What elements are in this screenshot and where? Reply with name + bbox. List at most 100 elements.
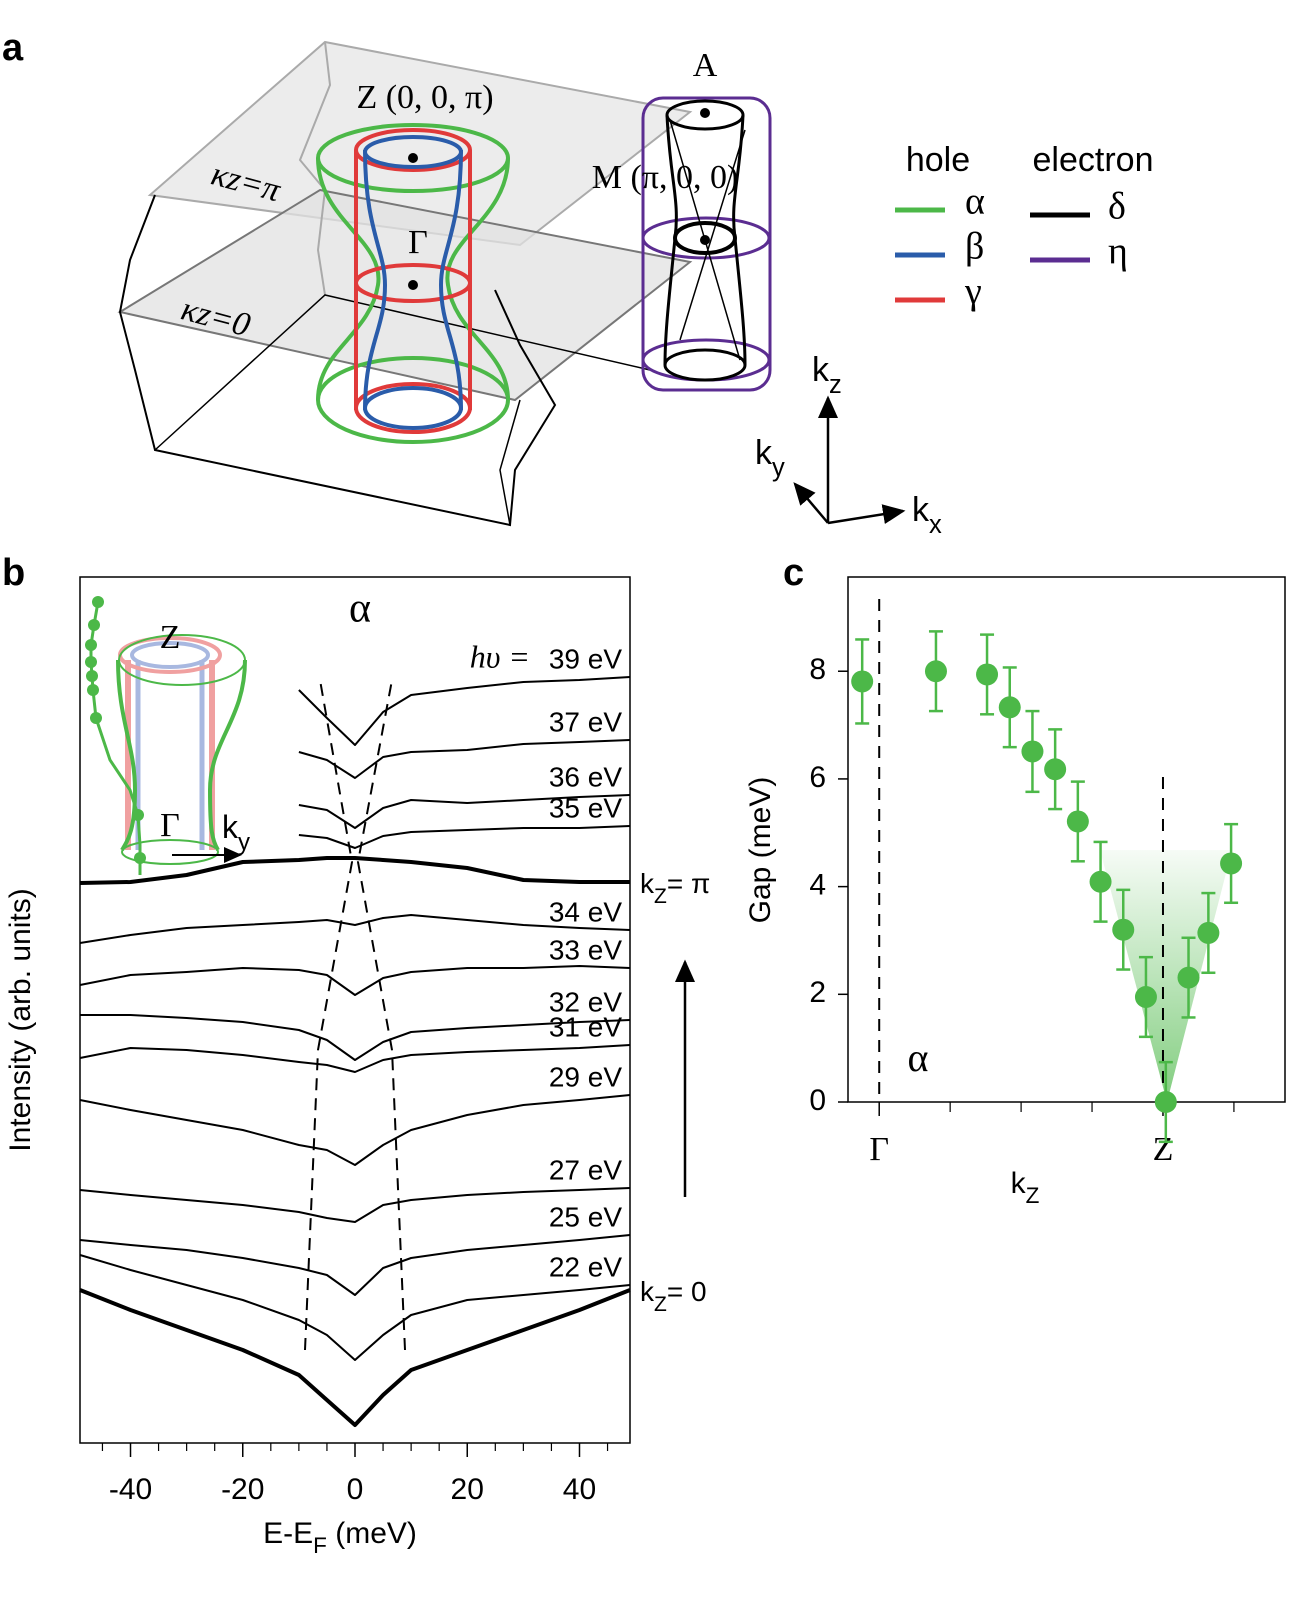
spectrum-line [79, 1254, 631, 1361]
series-label: 27 eV [549, 1154, 622, 1185]
annotation: α [908, 1035, 929, 1080]
series-label: 36 eV [549, 761, 622, 792]
legend-title: electron [1033, 141, 1154, 179]
point-label: Γ [408, 224, 428, 261]
series-label: 29 eV [549, 1061, 622, 1092]
data-point [1044, 758, 1067, 781]
brillouin-zone [117, 40, 693, 527]
data-point [1177, 966, 1200, 989]
x-tick-label: 40 [563, 1473, 596, 1506]
legend-title: hole [906, 141, 970, 179]
data-point [1154, 1091, 1177, 1113]
x-tick-label: Z [1153, 1131, 1174, 1168]
label-part: E-E [263, 1517, 313, 1550]
data-point [998, 696, 1021, 719]
label-part: k [222, 809, 239, 845]
legend-label: γ [964, 271, 982, 313]
legend-label: α [965, 181, 985, 223]
label-part: k [640, 1276, 655, 1307]
axes-triad [793, 395, 906, 525]
label-part: k [755, 434, 773, 472]
data-point [1134, 986, 1157, 1008]
kz-label: kZ= π [640, 868, 710, 908]
x-axis-label: kZ [1011, 1167, 1040, 1209]
y-axis-label: Intensity (arb. units) [4, 888, 37, 1151]
kz-label: kZ= 0 [640, 1276, 707, 1316]
peak-guides [304, 679, 406, 1351]
point-label: Z (0, 0, π) [356, 79, 493, 116]
series-label: 33 eV [549, 934, 622, 965]
plot-frame [79, 576, 631, 1444]
spectrum-line [79, 1044, 631, 1073]
x-tick-label: -40 [109, 1473, 152, 1506]
y-tick-label: 4 [809, 869, 826, 902]
series-label: 25 eV [549, 1201, 622, 1232]
y-axis-label: Gap (meV) [744, 777, 777, 924]
point-label: M (π, 0, 0) [592, 159, 739, 196]
series-label: 34 eV [549, 896, 622, 927]
label-part: k [1011, 1167, 1027, 1200]
photon-label: hυ = [470, 638, 530, 674]
data-point [1197, 921, 1220, 944]
series-label: 37 eV [549, 706, 622, 737]
series-label: 32 eV [549, 986, 622, 1017]
legend: αβγ δη [895, 181, 1128, 313]
data-point [1021, 740, 1044, 763]
label-subscript: Z [1026, 1183, 1040, 1208]
panel-label: c [783, 552, 804, 594]
spectrum-line [298, 794, 631, 829]
inset-label: Z [160, 619, 181, 656]
x-tick-label: -20 [221, 1473, 264, 1506]
spectrum-line [80, 1014, 631, 1061]
spectrum-line [79, 1288, 631, 1427]
series-label: 35 eV [549, 792, 622, 823]
spectrum-line [298, 739, 631, 779]
axis-label: kz [812, 351, 842, 399]
spectrum-line [298, 825, 631, 849]
data-point [1112, 918, 1135, 941]
axis-label: kx [912, 491, 942, 539]
series-label: 31 eV [549, 1011, 622, 1042]
x-axis-label: E-EF (meV) [263, 1517, 417, 1559]
y-tick-label: 0 [809, 1084, 826, 1117]
inset-pocket [85, 596, 247, 875]
label-part: k [812, 351, 830, 389]
spectrum-line [79, 965, 631, 996]
label-part: (meV) [327, 1517, 417, 1550]
label-subscript: y [238, 829, 250, 856]
spectrum-line [79, 856, 630, 885]
inset-label: ky [222, 809, 250, 855]
label-part: k [912, 491, 930, 529]
x-tick-label: Γ [869, 1131, 889, 1168]
label-part: = 0 [667, 1276, 707, 1307]
data-point [1220, 852, 1243, 875]
label-part: k [640, 868, 655, 899]
axis-label: ky [755, 434, 785, 482]
spectrum-line [79, 1234, 631, 1296]
electron-pockets [641, 96, 772, 392]
data-point [1089, 870, 1112, 893]
x-tick-label: 0 [347, 1473, 364, 1506]
series-label: 22 eV [549, 1251, 622, 1282]
y-tick-label: 2 [809, 976, 826, 1009]
y-tick-label: 8 [809, 653, 826, 686]
data-point [851, 670, 874, 693]
gap-shading [1100, 850, 1232, 1102]
plot-frame [847, 576, 1286, 1103]
label-subscript: z [829, 371, 842, 399]
chart-title: α [349, 586, 371, 632]
y-tick-label: 6 [809, 761, 826, 794]
label-subscript: Z [654, 1293, 667, 1316]
label-subscript: x [929, 511, 942, 539]
spectrum-line [79, 1187, 631, 1223]
legend-label: δ [1108, 186, 1126, 228]
panel-label: b [2, 552, 25, 594]
spectrum-line [79, 1094, 631, 1166]
spectrum-line [298, 676, 631, 746]
label-subscript: F [313, 1533, 327, 1558]
label-part: = π [667, 868, 710, 899]
label-subscript: y [772, 454, 785, 482]
data-point [1066, 810, 1089, 833]
hole-pockets [316, 123, 510, 444]
